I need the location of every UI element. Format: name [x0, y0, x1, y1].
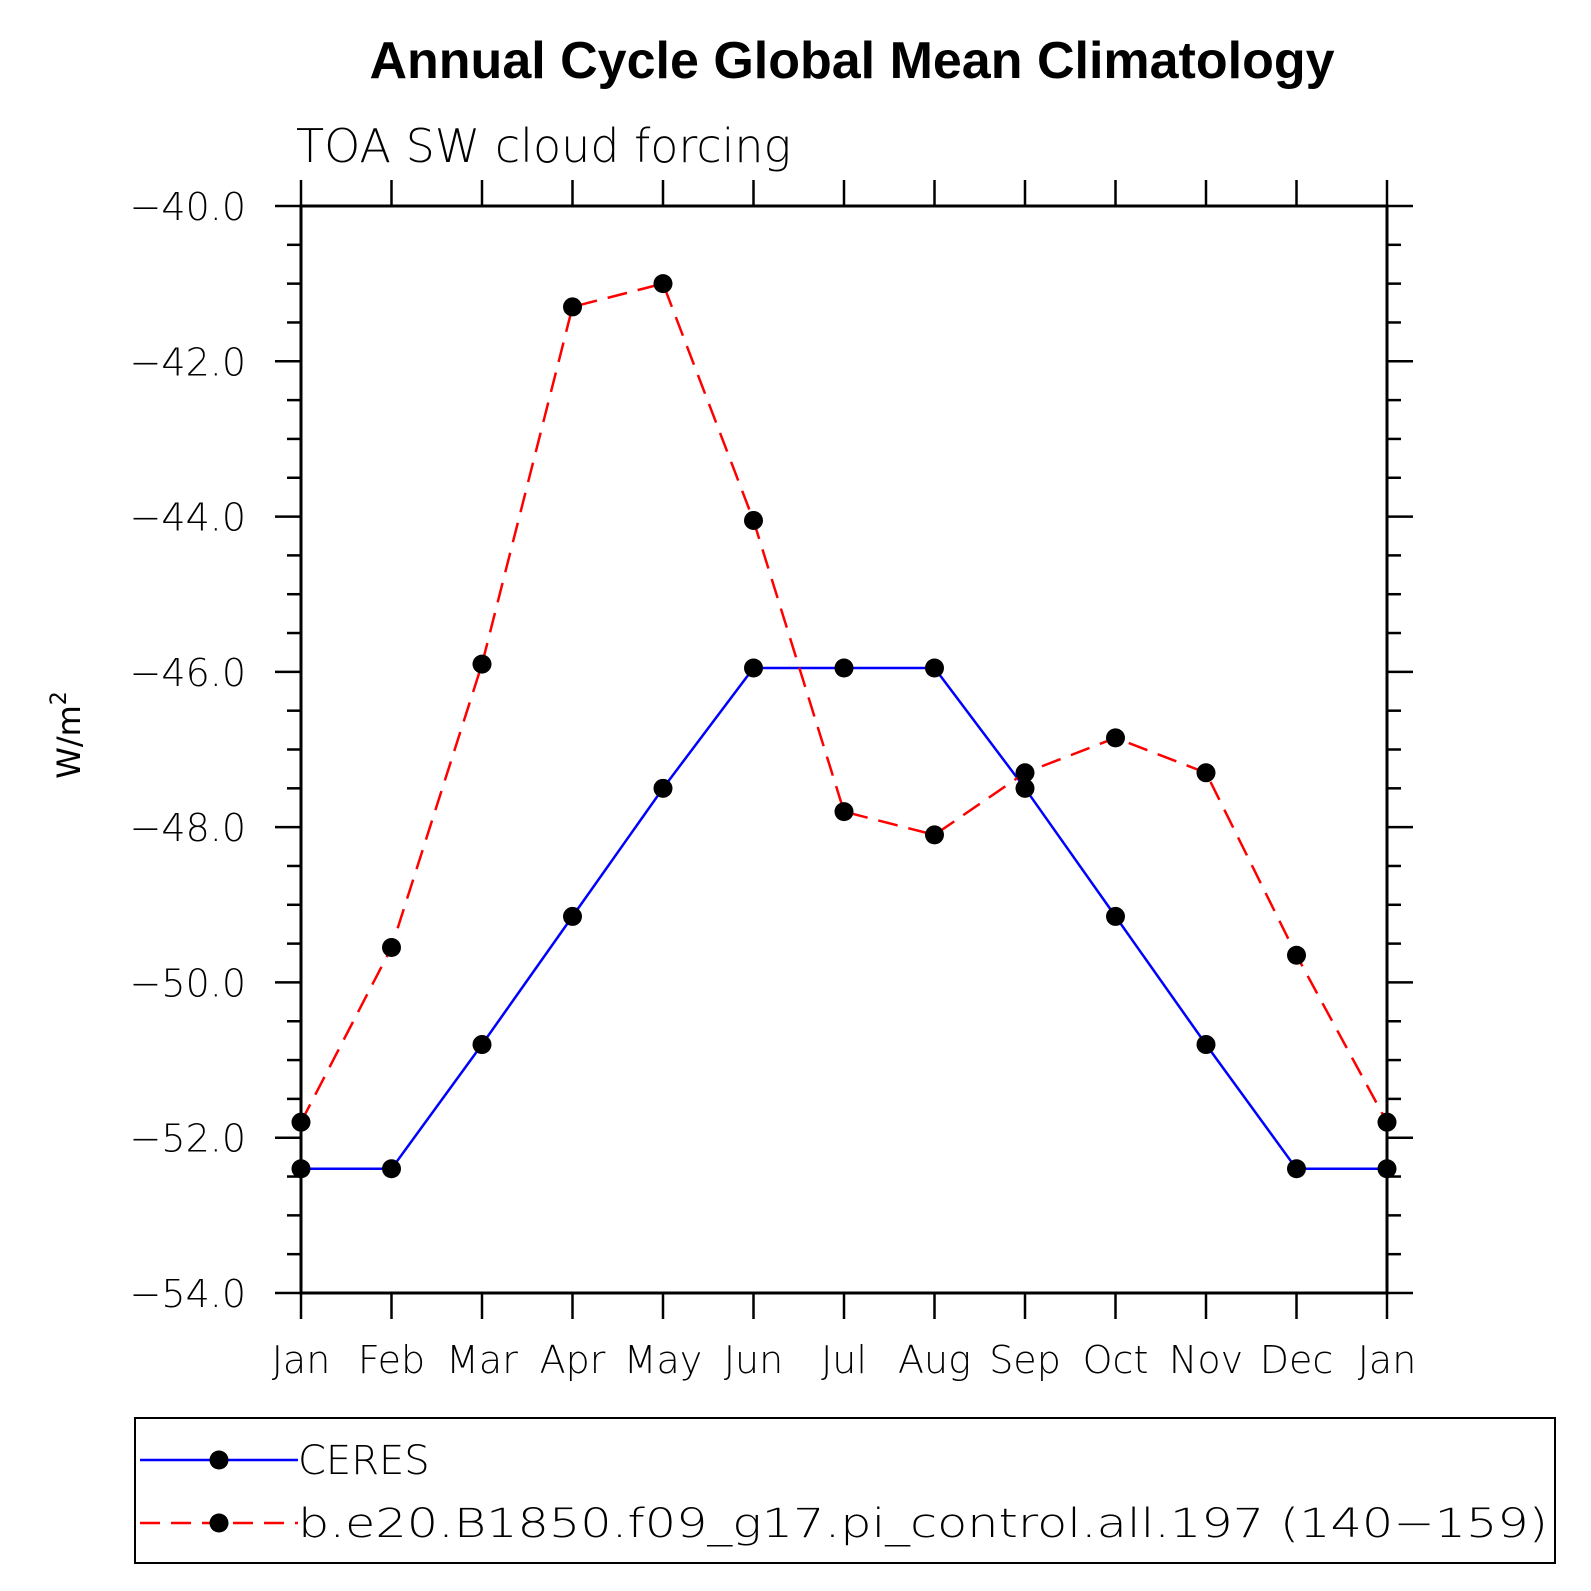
y-axis-label-base: W/m	[50, 705, 88, 779]
data-point-ceres	[925, 658, 944, 678]
data-point-model	[925, 825, 944, 845]
data-point-model	[1287, 945, 1306, 965]
data-point-model	[653, 274, 673, 294]
legend-marker-ceres	[209, 1450, 229, 1470]
x-tick-label: Sep	[989, 1338, 1061, 1382]
x-tick-label: Jul	[821, 1338, 867, 1382]
plot-frame	[299, 204, 1389, 1295]
legend: CERES b.e20.B1850.f09_g17.pi_control.all…	[134, 1417, 1556, 1564]
y-axis-label-superscript: 2	[47, 691, 72, 705]
legend-label-ceres: CERES	[298, 1438, 430, 1484]
data-point-ceres	[1196, 1035, 1216, 1055]
x-tick-label: Jan	[272, 1338, 331, 1382]
data-point-ceres	[1106, 906, 1125, 926]
data-point-ceres	[653, 778, 673, 798]
y-tick-label: −54.0	[130, 1272, 246, 1316]
data-point-ceres	[1015, 778, 1035, 798]
data-point-ceres	[563, 906, 582, 926]
y-axis-label: W/m2	[47, 691, 88, 779]
x-tick-label: Mar	[446, 1338, 518, 1382]
data-point-model	[563, 297, 582, 317]
data-point-ceres	[382, 1159, 401, 1179]
series-line-ceres	[301, 666, 1387, 1171]
y-tick-label: −40.0	[130, 185, 246, 229]
data-point-model	[1106, 728, 1125, 748]
data-point-model	[472, 654, 492, 674]
data-point-model	[382, 937, 401, 957]
chart-subtitle: TOA SW cloud forcing	[296, 119, 791, 173]
data-point-model	[834, 802, 854, 822]
x-tick-label: Jun	[724, 1338, 783, 1382]
x-tick-label: May	[624, 1338, 703, 1382]
y-tick-label: −44.0	[130, 496, 246, 540]
y-tick-label: −50.0	[130, 961, 246, 1005]
legend-label-model: b.e20.B1850.f09_g17.pi_control.all.197 (…	[298, 1501, 1548, 1547]
series-line-model	[299, 282, 1389, 1123]
data-point-ceres	[834, 658, 854, 678]
data-point-ceres	[472, 1035, 492, 1055]
tick-labels: −40.0 −42.0 −44.0 −46.0 −48.0 −50.0 −52.0 −54.0…	[130, 185, 1417, 1382]
chart-title: Annual Cycle Global Mean Climatology	[369, 32, 1334, 90]
plot-series	[291, 274, 1397, 1179]
legend-box	[134, 1417, 1556, 1564]
x-tick-label: Aug	[898, 1338, 971, 1382]
x-tick-label: Dec	[1260, 1338, 1334, 1382]
data-point-model	[744, 510, 763, 530]
axis-ticks	[275, 180, 1413, 1319]
y-tick-label: −52.0	[130, 1117, 246, 1161]
y-tick-label: −48.0	[130, 806, 246, 850]
y-tick-label: −42.0	[130, 340, 246, 384]
x-tick-label: Jan	[1358, 1338, 1417, 1382]
data-point-ceres	[1287, 1159, 1306, 1179]
data-point-model	[1015, 763, 1035, 783]
x-tick-label: Nov	[1169, 1338, 1243, 1382]
y-tick-label: −46.0	[130, 651, 246, 695]
data-point-ceres	[744, 658, 763, 678]
x-tick-label: Apr	[540, 1338, 606, 1382]
x-tick-label: Feb	[358, 1338, 425, 1382]
data-point-model	[1196, 763, 1216, 783]
x-tick-label: Oct	[1083, 1338, 1149, 1382]
legend-marker-model	[209, 1513, 229, 1533]
